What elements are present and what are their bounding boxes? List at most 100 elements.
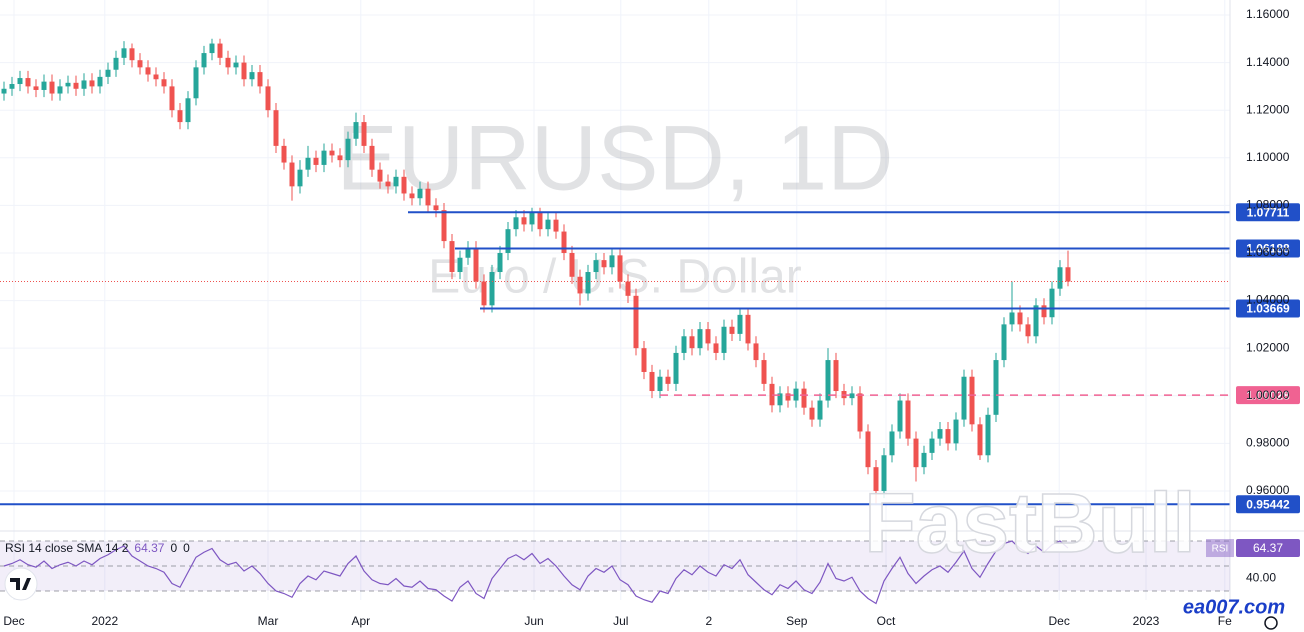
candle-body: [409, 193, 415, 199]
y-tick-label: 1.00000: [1246, 388, 1290, 402]
site-watermark: ea007.com: [1183, 596, 1285, 618]
candle-body: [233, 62, 239, 68]
candle-body: [553, 219, 559, 232]
candle-body: [1001, 324, 1007, 361]
candle-body: [561, 231, 567, 253]
level-label: 1.07711: [1247, 205, 1290, 219]
candle-body: [681, 336, 687, 353]
candle-body: [649, 371, 655, 392]
candle-body: [385, 181, 391, 187]
candle-body: [153, 74, 159, 80]
candle-body: [89, 80, 95, 87]
rsi-title: RSI 14 close SMA 14 2: [5, 541, 129, 555]
candle-body: [465, 248, 471, 258]
candle-body: [825, 360, 831, 401]
candle-body: [521, 217, 527, 225]
candle-body: [1065, 267, 1071, 282]
y-tick-label: 1.08000: [1246, 198, 1290, 212]
candle-body: [281, 145, 287, 163]
candle-body: [65, 82, 71, 87]
candle-body: [809, 407, 815, 420]
rsi-status: 0: [183, 541, 190, 555]
candle-body: [897, 400, 903, 432]
candle-body: [481, 281, 487, 306]
candle-body: [417, 188, 423, 199]
candle-body: [569, 252, 575, 277]
rsi-badge-name: RSI: [1212, 544, 1229, 555]
candle-body: [1057, 267, 1063, 289]
candle-body: [265, 86, 271, 111]
candle-body: [625, 281, 631, 296]
candle-body: [977, 424, 983, 456]
level-badge: [1236, 386, 1300, 405]
candle-body: [705, 329, 711, 344]
level-badge: [1236, 299, 1300, 318]
candle-body: [441, 210, 447, 242]
candle-body: [537, 212, 543, 230]
candle-body: [689, 336, 695, 349]
candle-body: [105, 69, 111, 77]
candle-body: [857, 393, 863, 432]
candle-body: [777, 393, 783, 406]
candle-body: [9, 84, 15, 89]
x-tick-label: 2: [705, 614, 712, 628]
candle-body: [337, 155, 343, 161]
candle-body: [969, 376, 975, 425]
candle-body: [81, 80, 87, 89]
candle-body: [345, 138, 351, 161]
settings-gear[interactable]: [1264, 616, 1278, 630]
candle-body: [377, 169, 383, 182]
candle-body: [657, 376, 663, 392]
candle-body: [921, 452, 927, 468]
candle-body: [449, 241, 455, 273]
y-tick-label: 1.12000: [1246, 102, 1290, 116]
candle-body: [353, 122, 359, 139]
candle-body: [113, 57, 119, 70]
settings-icon[interactable]: [1264, 616, 1278, 630]
candles: [0, 38, 1230, 506]
candle-body: [329, 150, 335, 156]
level-label: 1.00028: [1246, 388, 1290, 402]
candle-body: [849, 393, 855, 399]
candle-body: [1025, 324, 1031, 337]
candle-body: [985, 414, 991, 456]
candle-body: [529, 212, 535, 225]
candle-body: [665, 376, 671, 384]
candle-body: [745, 314, 751, 344]
candle-body: [289, 162, 295, 187]
candle-body: [297, 169, 303, 187]
x-tick-label: Jul: [613, 614, 628, 628]
candle-body: [761, 360, 767, 384]
candle-body: [201, 53, 207, 68]
candle-body: [913, 438, 919, 468]
candle-body: [225, 57, 231, 68]
candle-body: [185, 98, 191, 123]
candle-body: [609, 255, 615, 268]
candle-body: [801, 388, 807, 408]
level-badge: [1236, 203, 1300, 222]
grid: [0, 0, 1230, 600]
candle-body: [785, 393, 791, 401]
candle-body: [361, 122, 367, 146]
candle-body: [545, 219, 551, 230]
x-tick-label: Mar: [258, 614, 279, 628]
candle-body: [817, 400, 823, 420]
logo-glyph: [10, 578, 31, 590]
candle-body: [137, 60, 143, 68]
candle-body: [889, 431, 895, 456]
candle-body: [97, 76, 103, 87]
candle-body: [41, 81, 47, 90]
levels: 1.07711 1.06188 1.03669 1.00028 0.95442: [0, 203, 1300, 514]
candle-body: [617, 255, 623, 282]
level-label: 0.95442: [1246, 497, 1290, 511]
candle-body: [161, 79, 167, 87]
candle-body: [193, 67, 199, 99]
candle-body: [433, 205, 439, 211]
level-badge: [1236, 239, 1300, 258]
candle-body: [273, 110, 279, 146]
candle-body: [505, 229, 511, 253]
candle-body: [945, 429, 951, 444]
candle-body: [641, 348, 647, 372]
